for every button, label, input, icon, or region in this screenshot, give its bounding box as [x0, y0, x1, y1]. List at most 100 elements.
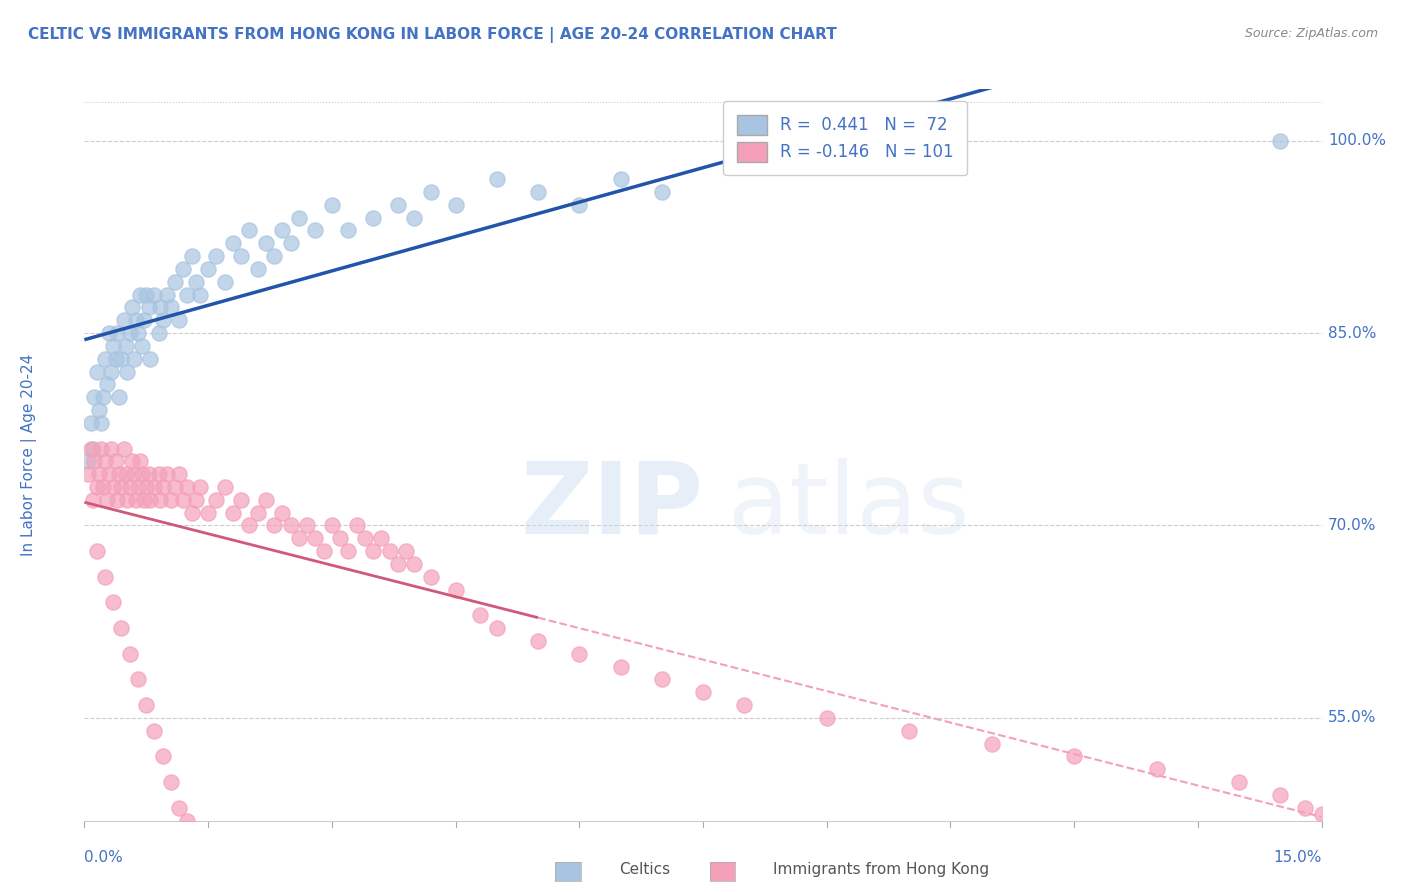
Point [122, 351, 145, 366]
Point [485, 621, 508, 635]
Point [167, 313, 190, 327]
Point [135, 480, 157, 494]
Point [346, 518, 368, 533]
Point [263, 249, 285, 263]
Point [83, 454, 105, 468]
Text: Source: ZipAtlas.com: Source: ZipAtlas.com [1244, 27, 1378, 40]
Point [321, 197, 343, 211]
Point [152, 749, 174, 764]
Point [148, 326, 170, 340]
Point [143, 480, 166, 494]
Point [110, 480, 132, 494]
Point [86, 364, 108, 378]
Text: 55.0%: 55.0% [1327, 711, 1376, 725]
Point [105, 326, 128, 340]
Point [205, 492, 228, 507]
Point [143, 723, 166, 738]
Point [387, 197, 409, 211]
Point [361, 544, 384, 558]
Text: Celtics: Celtics [619, 863, 669, 877]
Point [485, 172, 508, 186]
Point [167, 467, 190, 482]
Point [96, 492, 118, 507]
Point [152, 313, 174, 327]
Point [280, 518, 302, 533]
Point [980, 737, 1002, 751]
Point [117, 364, 139, 378]
Point [568, 647, 591, 661]
Point [1294, 801, 1316, 815]
Point [361, 211, 384, 225]
Point [238, 223, 260, 237]
Point [815, 711, 838, 725]
Point [103, 480, 125, 494]
Point [96, 377, 118, 392]
Point [98, 467, 121, 482]
Point [100, 442, 122, 456]
Point [83, 390, 105, 404]
Point [117, 492, 139, 507]
Point [103, 595, 125, 609]
Point [160, 301, 183, 315]
Point [121, 454, 143, 468]
Point [229, 492, 252, 507]
Point [188, 287, 211, 301]
Point [378, 544, 401, 558]
Text: atlas: atlas [728, 458, 969, 555]
Point [86, 544, 108, 558]
Point [180, 506, 202, 520]
Point [91, 480, 114, 494]
Point [254, 492, 277, 507]
Point [131, 339, 153, 353]
Point [172, 261, 194, 276]
Point [288, 532, 311, 546]
Point [172, 492, 194, 507]
Point [312, 544, 335, 558]
Point [184, 275, 207, 289]
Point [156, 467, 179, 482]
Point [214, 275, 236, 289]
Point [80, 416, 103, 430]
Point [118, 480, 141, 494]
Point [129, 287, 152, 301]
Text: 15.0%: 15.0% [1274, 850, 1322, 865]
Point [135, 287, 157, 301]
Point [1146, 762, 1168, 776]
Point [139, 351, 162, 366]
Point [229, 249, 252, 263]
Point [132, 313, 155, 327]
Point [337, 544, 360, 558]
Point [127, 673, 149, 687]
Point [112, 313, 135, 327]
Point [127, 480, 149, 494]
Text: 100.0%: 100.0% [1327, 133, 1386, 148]
Text: 0.0%: 0.0% [84, 850, 124, 865]
Point [165, 275, 187, 289]
Point [124, 492, 146, 507]
Point [118, 326, 141, 340]
Point [395, 544, 418, 558]
Point [160, 775, 183, 789]
Point [733, 159, 755, 173]
Point [205, 249, 228, 263]
Point [271, 223, 294, 237]
Point [129, 454, 152, 468]
Point [404, 557, 426, 571]
Point [527, 185, 550, 199]
Point [337, 223, 360, 237]
Point [295, 518, 318, 533]
Point [167, 801, 190, 815]
Text: Immigrants from Hong Kong: Immigrants from Hong Kong [773, 863, 990, 877]
Point [222, 506, 245, 520]
Point [149, 492, 172, 507]
Point [353, 532, 375, 546]
Point [197, 261, 219, 276]
Point [1270, 788, 1292, 802]
Point [121, 301, 143, 315]
Point [271, 506, 294, 520]
Point [114, 467, 136, 482]
Point [1310, 807, 1333, 822]
Point [568, 197, 591, 211]
Point [112, 442, 135, 456]
Point [238, 518, 260, 533]
